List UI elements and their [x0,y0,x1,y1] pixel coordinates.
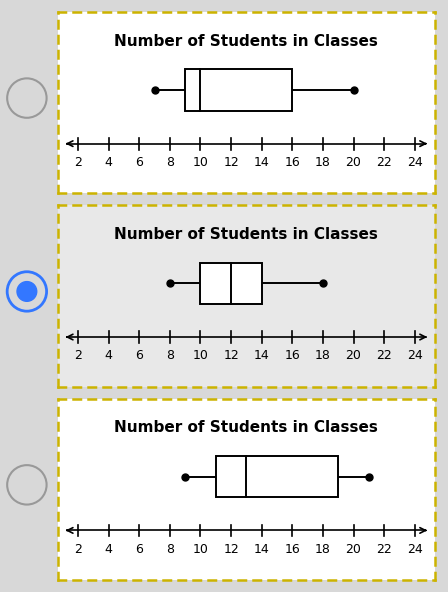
Text: 8: 8 [166,349,174,362]
Bar [216,456,338,497]
Bar [201,263,262,304]
Text: 12: 12 [223,543,239,556]
Text: 2: 2 [74,349,82,362]
Text: 6: 6 [135,156,143,169]
Text: 18: 18 [315,543,331,556]
Text: 18: 18 [315,349,331,362]
Text: 4: 4 [105,349,112,362]
Text: 14: 14 [254,156,270,169]
Text: 2: 2 [74,543,82,556]
Text: 4: 4 [105,156,112,169]
Text: 16: 16 [284,543,300,556]
Text: 14: 14 [254,349,270,362]
Text: 12: 12 [223,156,239,169]
Text: 24: 24 [407,156,422,169]
Text: 22: 22 [376,349,392,362]
Text: 12: 12 [223,349,239,362]
Text: 10: 10 [193,349,208,362]
Text: 22: 22 [376,543,392,556]
Text: 8: 8 [166,156,174,169]
Text: 8: 8 [166,543,174,556]
Text: 10: 10 [193,156,208,169]
Text: 18: 18 [315,156,331,169]
Bar [185,69,292,111]
Text: 16: 16 [284,156,300,169]
Text: 10: 10 [193,543,208,556]
Text: 4: 4 [105,543,112,556]
Circle shape [17,282,37,301]
Text: Number of Students in Classes: Number of Students in Classes [114,227,379,242]
Text: 6: 6 [135,543,143,556]
Text: 22: 22 [376,156,392,169]
Text: 16: 16 [284,349,300,362]
Text: Number of Students in Classes: Number of Students in Classes [114,420,379,435]
Text: 20: 20 [345,156,362,169]
Text: 24: 24 [407,349,422,362]
Text: 20: 20 [345,543,362,556]
Text: 6: 6 [135,349,143,362]
Text: Number of Students in Classes: Number of Students in Classes [114,34,379,49]
Text: 2: 2 [74,156,82,169]
Text: 14: 14 [254,543,270,556]
Text: 20: 20 [345,349,362,362]
Text: 24: 24 [407,543,422,556]
